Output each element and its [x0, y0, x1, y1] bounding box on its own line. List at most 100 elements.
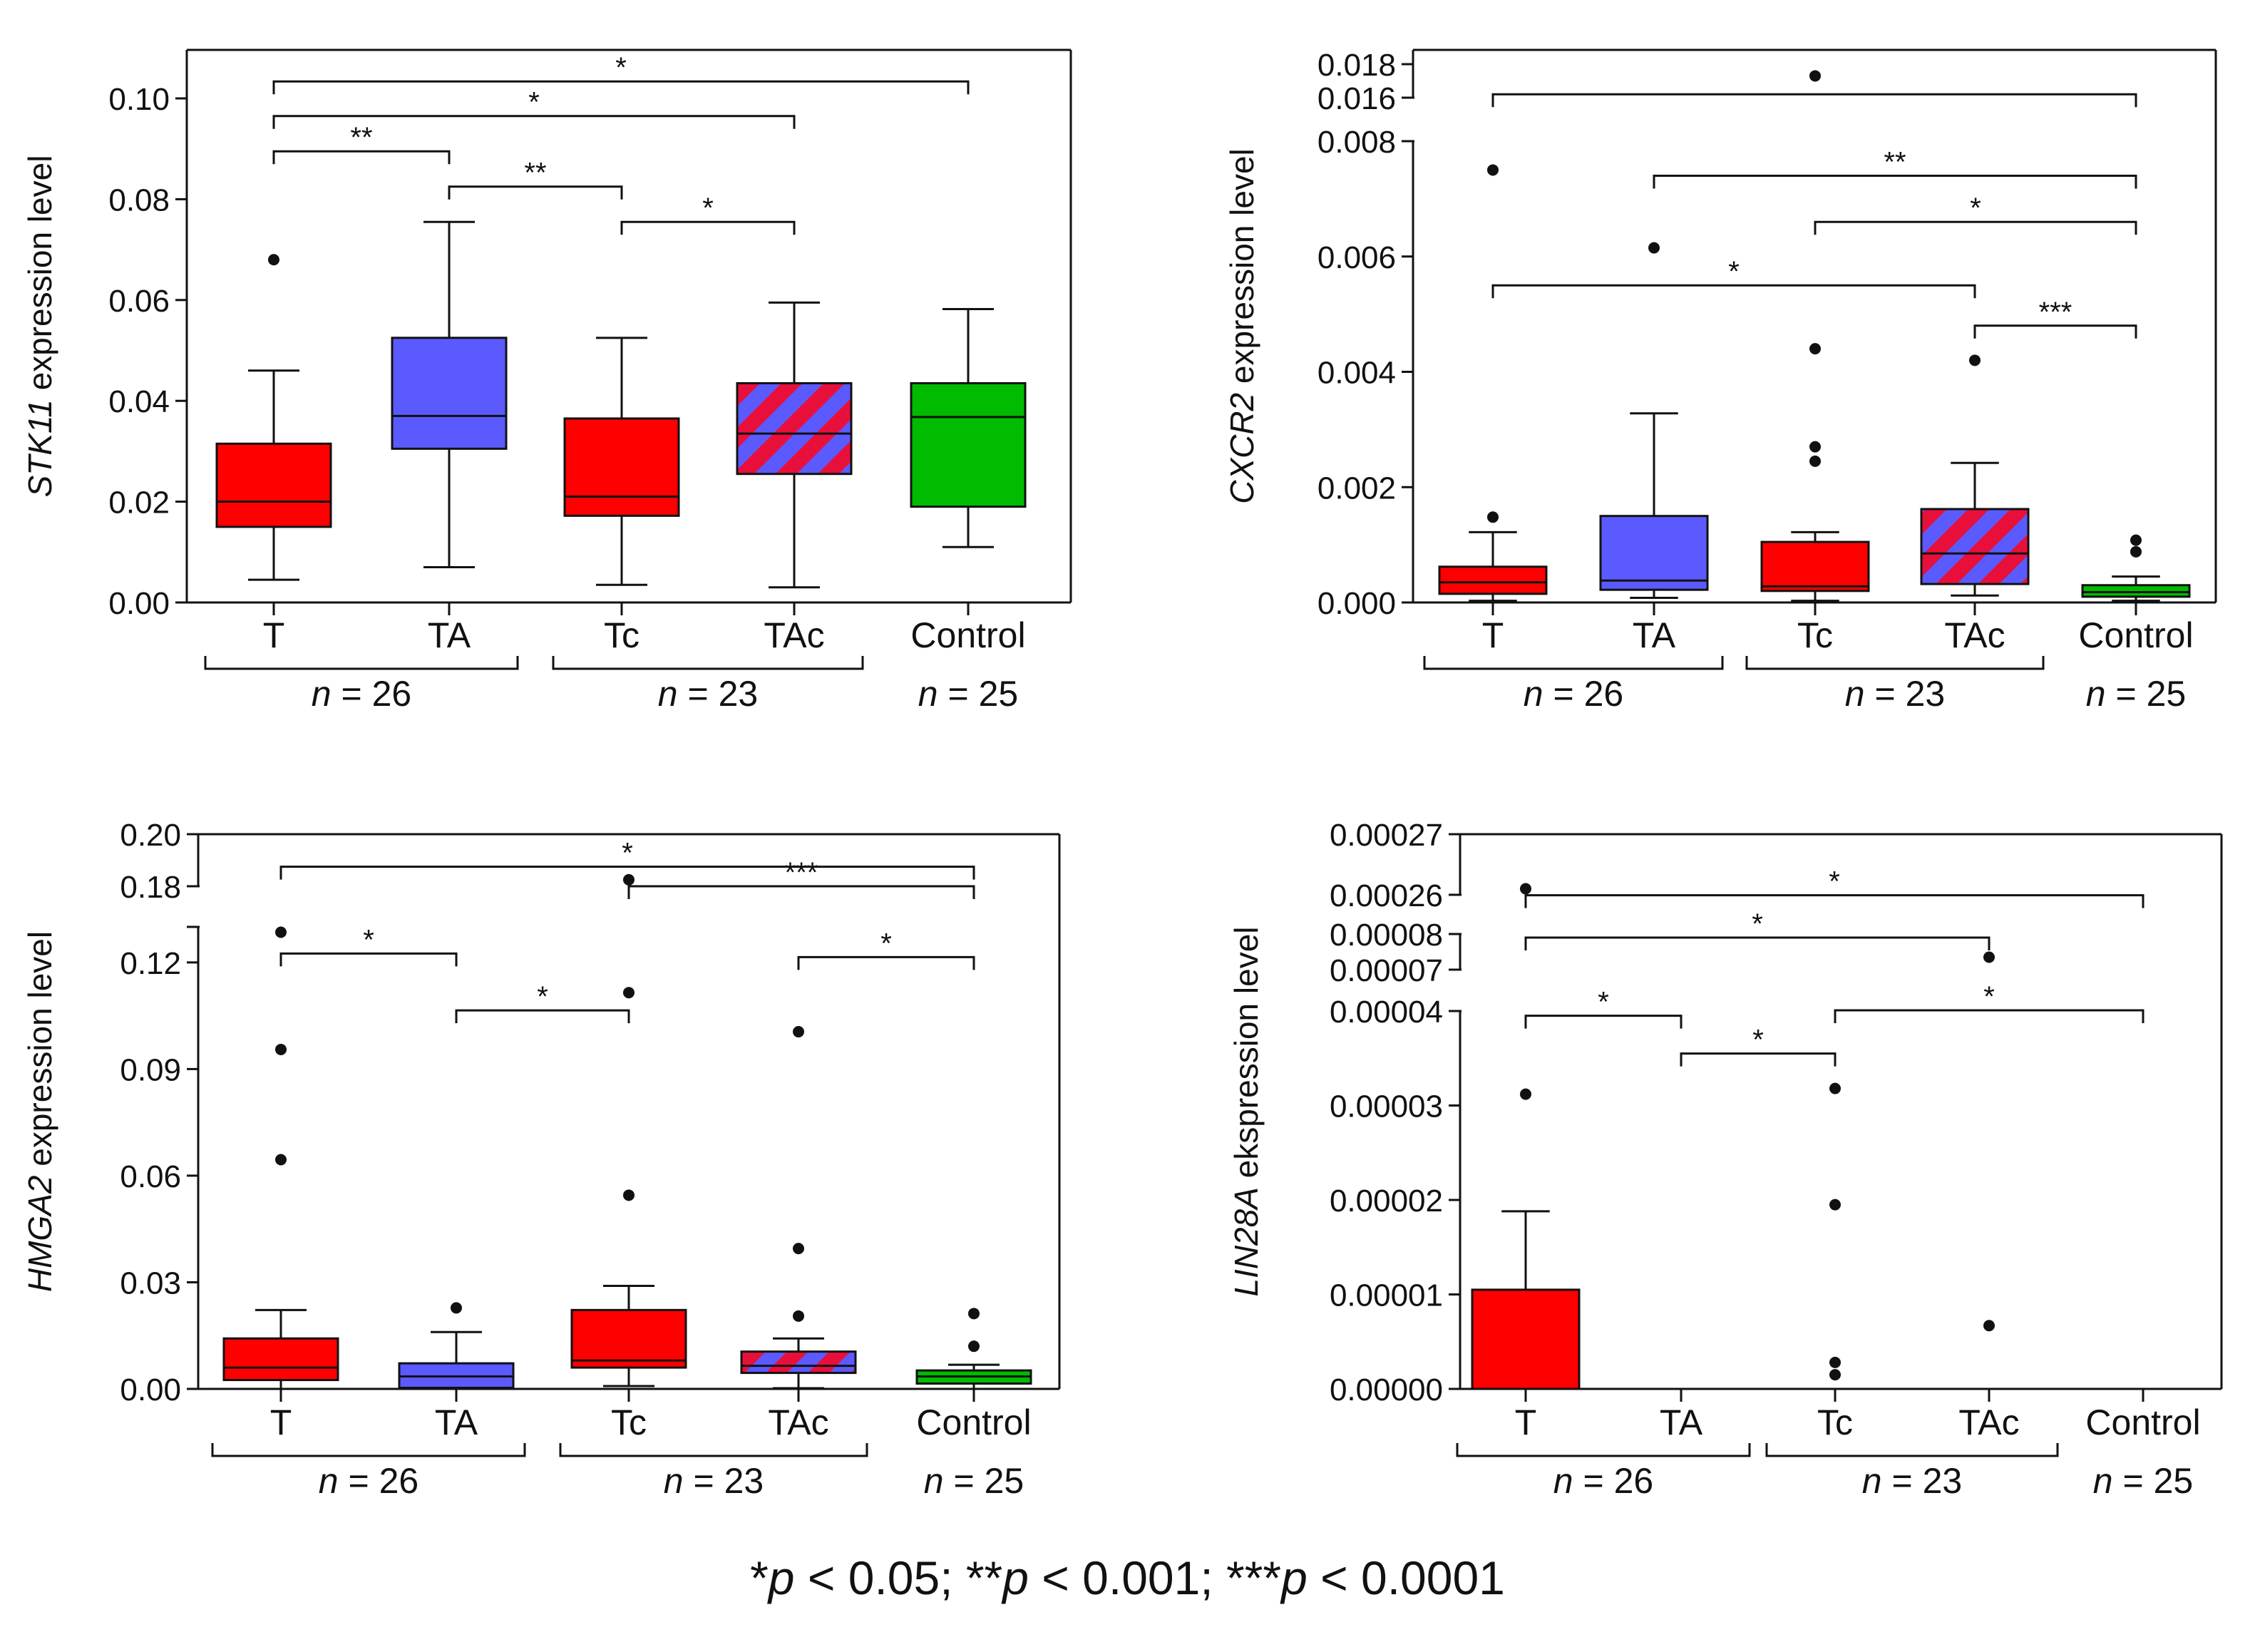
y-tick-label: 0.00007 — [1330, 953, 1443, 988]
outlier-point — [275, 926, 287, 938]
n-symbol: n — [2093, 1461, 2113, 1501]
outlier-point — [1829, 1199, 1841, 1211]
group-bracket — [1423, 656, 1724, 670]
significance-bracket — [272, 80, 970, 95]
gene-name: CXCR2 — [1223, 393, 1260, 504]
y-tick-label: 0.008 — [1317, 125, 1396, 160]
significance-bracket — [1653, 175, 2137, 189]
y-tick-label: 0.00001 — [1330, 1278, 1443, 1313]
group-n-label: n = 23 — [1845, 674, 1945, 714]
x-tick-label: TAc — [1958, 1402, 2019, 1442]
y-tick-label: 0.002 — [1317, 471, 1396, 506]
box — [1920, 508, 2030, 585]
significance-label: ** — [524, 158, 546, 189]
y-tick-label: 0.20 — [120, 818, 181, 853]
n-value: = 26 — [1543, 674, 1624, 714]
outlier-point — [793, 1026, 804, 1038]
box — [910, 381, 1027, 508]
significance-bracket — [627, 885, 975, 899]
y-tick-label: 0.00027 — [1330, 818, 1443, 853]
significance-label: * — [1983, 981, 1995, 1012]
significance-bracket — [455, 1009, 630, 1024]
x-tick-label: TA — [1660, 1402, 1703, 1442]
significance-label: *** — [2039, 297, 2072, 328]
significance-label: * — [615, 52, 627, 83]
y-axis-label-suffix: expression level — [21, 155, 58, 400]
n-symbol: n — [1524, 674, 1543, 714]
significance-label: ** — [1884, 147, 1906, 178]
significance-label: * — [1829, 866, 1840, 898]
significance-bracket — [1973, 324, 2137, 339]
legend-part: p — [768, 1551, 795, 1604]
significance-bracket — [1524, 1015, 1683, 1029]
group-n-label: n = 26 — [1524, 674, 1623, 714]
box — [391, 337, 508, 450]
legend-part: < 0.0001 — [1307, 1551, 1505, 1604]
outlier-point — [1983, 951, 1995, 963]
n-value: = 25 — [2113, 1461, 2194, 1501]
box — [740, 1350, 857, 1375]
n-value: = 23 — [684, 1461, 764, 1501]
y-tick-label: 0.00026 — [1330, 878, 1443, 913]
significance-bracket — [797, 955, 975, 970]
outlier-point — [623, 1189, 635, 1201]
outlier-point — [793, 1243, 804, 1255]
x-tick-label: Control — [916, 1402, 1031, 1442]
x-tick-label: Tc — [604, 615, 639, 655]
n-symbol: n — [924, 1461, 944, 1501]
y-tick-label: 0.12 — [120, 946, 181, 981]
group-bracket — [211, 1443, 526, 1457]
group-bracket — [204, 656, 519, 670]
box — [1438, 565, 1548, 595]
n-symbol: n — [1845, 674, 1865, 714]
significance-label: * — [528, 87, 540, 118]
significance-bracket — [1491, 284, 1976, 299]
significance-label: * — [1752, 1025, 1764, 1056]
significance-bracket — [1814, 220, 2137, 235]
group-bracket — [552, 656, 864, 670]
y-tick-label: 0.09 — [120, 1052, 181, 1087]
significance-bracket — [620, 220, 796, 235]
group-n-label: n = 26 — [312, 674, 411, 714]
y-axis-label-suffix: expression level — [1223, 148, 1260, 393]
x-tick-label: Control — [910, 615, 1025, 655]
y-tick-label: 0.00 — [108, 586, 170, 621]
y-tick-label: 0.10 — [108, 82, 170, 117]
x-tick-label: TAc — [768, 1402, 828, 1442]
n-value: = 23 — [1882, 1461, 1963, 1501]
n-symbol: n — [1553, 1461, 1573, 1501]
n-symbol: n — [2086, 674, 2106, 714]
outlier-point — [451, 1302, 462, 1314]
significance-bracket — [272, 150, 451, 165]
y-tick-label: 0.016 — [1317, 81, 1396, 116]
n-value: = 26 — [332, 674, 412, 714]
legend-part: p — [1002, 1551, 1029, 1604]
panel-hmga2: 0.00 0.03 0.06 0.09 0.12 0.18 0.20 HMGA2 expres… — [21, 818, 1061, 1501]
significance-legend: *p < 0.05; **p < 0.001; ***p < 0.0001 — [0, 1551, 2255, 1605]
outlier-point — [1487, 511, 1499, 523]
box — [2081, 584, 2191, 598]
significance-bracket — [1524, 936, 1991, 950]
y-tick-label: 0.03 — [120, 1266, 181, 1300]
outlier-point — [968, 1340, 980, 1353]
group-bracket — [559, 1443, 868, 1457]
x-tick-label: T — [263, 615, 285, 655]
y-tick-label: 0.00003 — [1330, 1089, 1443, 1124]
y-tick-label: 0.018 — [1317, 48, 1396, 83]
gene-name: STK11 — [21, 399, 58, 497]
n-symbol: n — [319, 1461, 339, 1501]
significance-label: * — [1752, 908, 1763, 940]
outlier-point — [2130, 534, 2142, 546]
outlier-point — [268, 254, 279, 266]
outlier-point — [1809, 441, 1821, 453]
n-value: = 26 — [339, 1461, 419, 1501]
x-tick-label: Tc — [611, 1402, 647, 1442]
significance-bracket — [279, 866, 975, 880]
n-value: = 25 — [938, 674, 1019, 714]
outlier-point — [1809, 70, 1821, 82]
x-tick-label: Control — [2078, 615, 2193, 655]
group-n-label: n = 25 — [2093, 1461, 2193, 1501]
outlier-point — [1829, 1082, 1841, 1094]
n-value: = 23 — [678, 674, 759, 714]
